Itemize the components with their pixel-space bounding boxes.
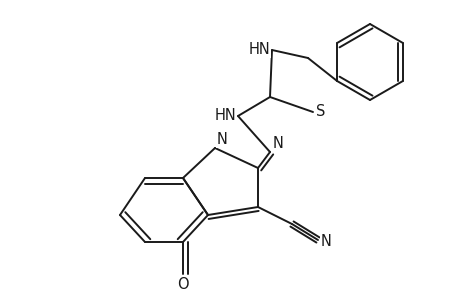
Text: N: N: [217, 132, 227, 147]
Text: O: O: [177, 277, 188, 292]
Text: HN: HN: [214, 109, 235, 124]
Text: N: N: [320, 233, 331, 248]
Text: HN: HN: [248, 43, 269, 58]
Text: S: S: [315, 104, 325, 119]
Text: N: N: [272, 136, 283, 151]
